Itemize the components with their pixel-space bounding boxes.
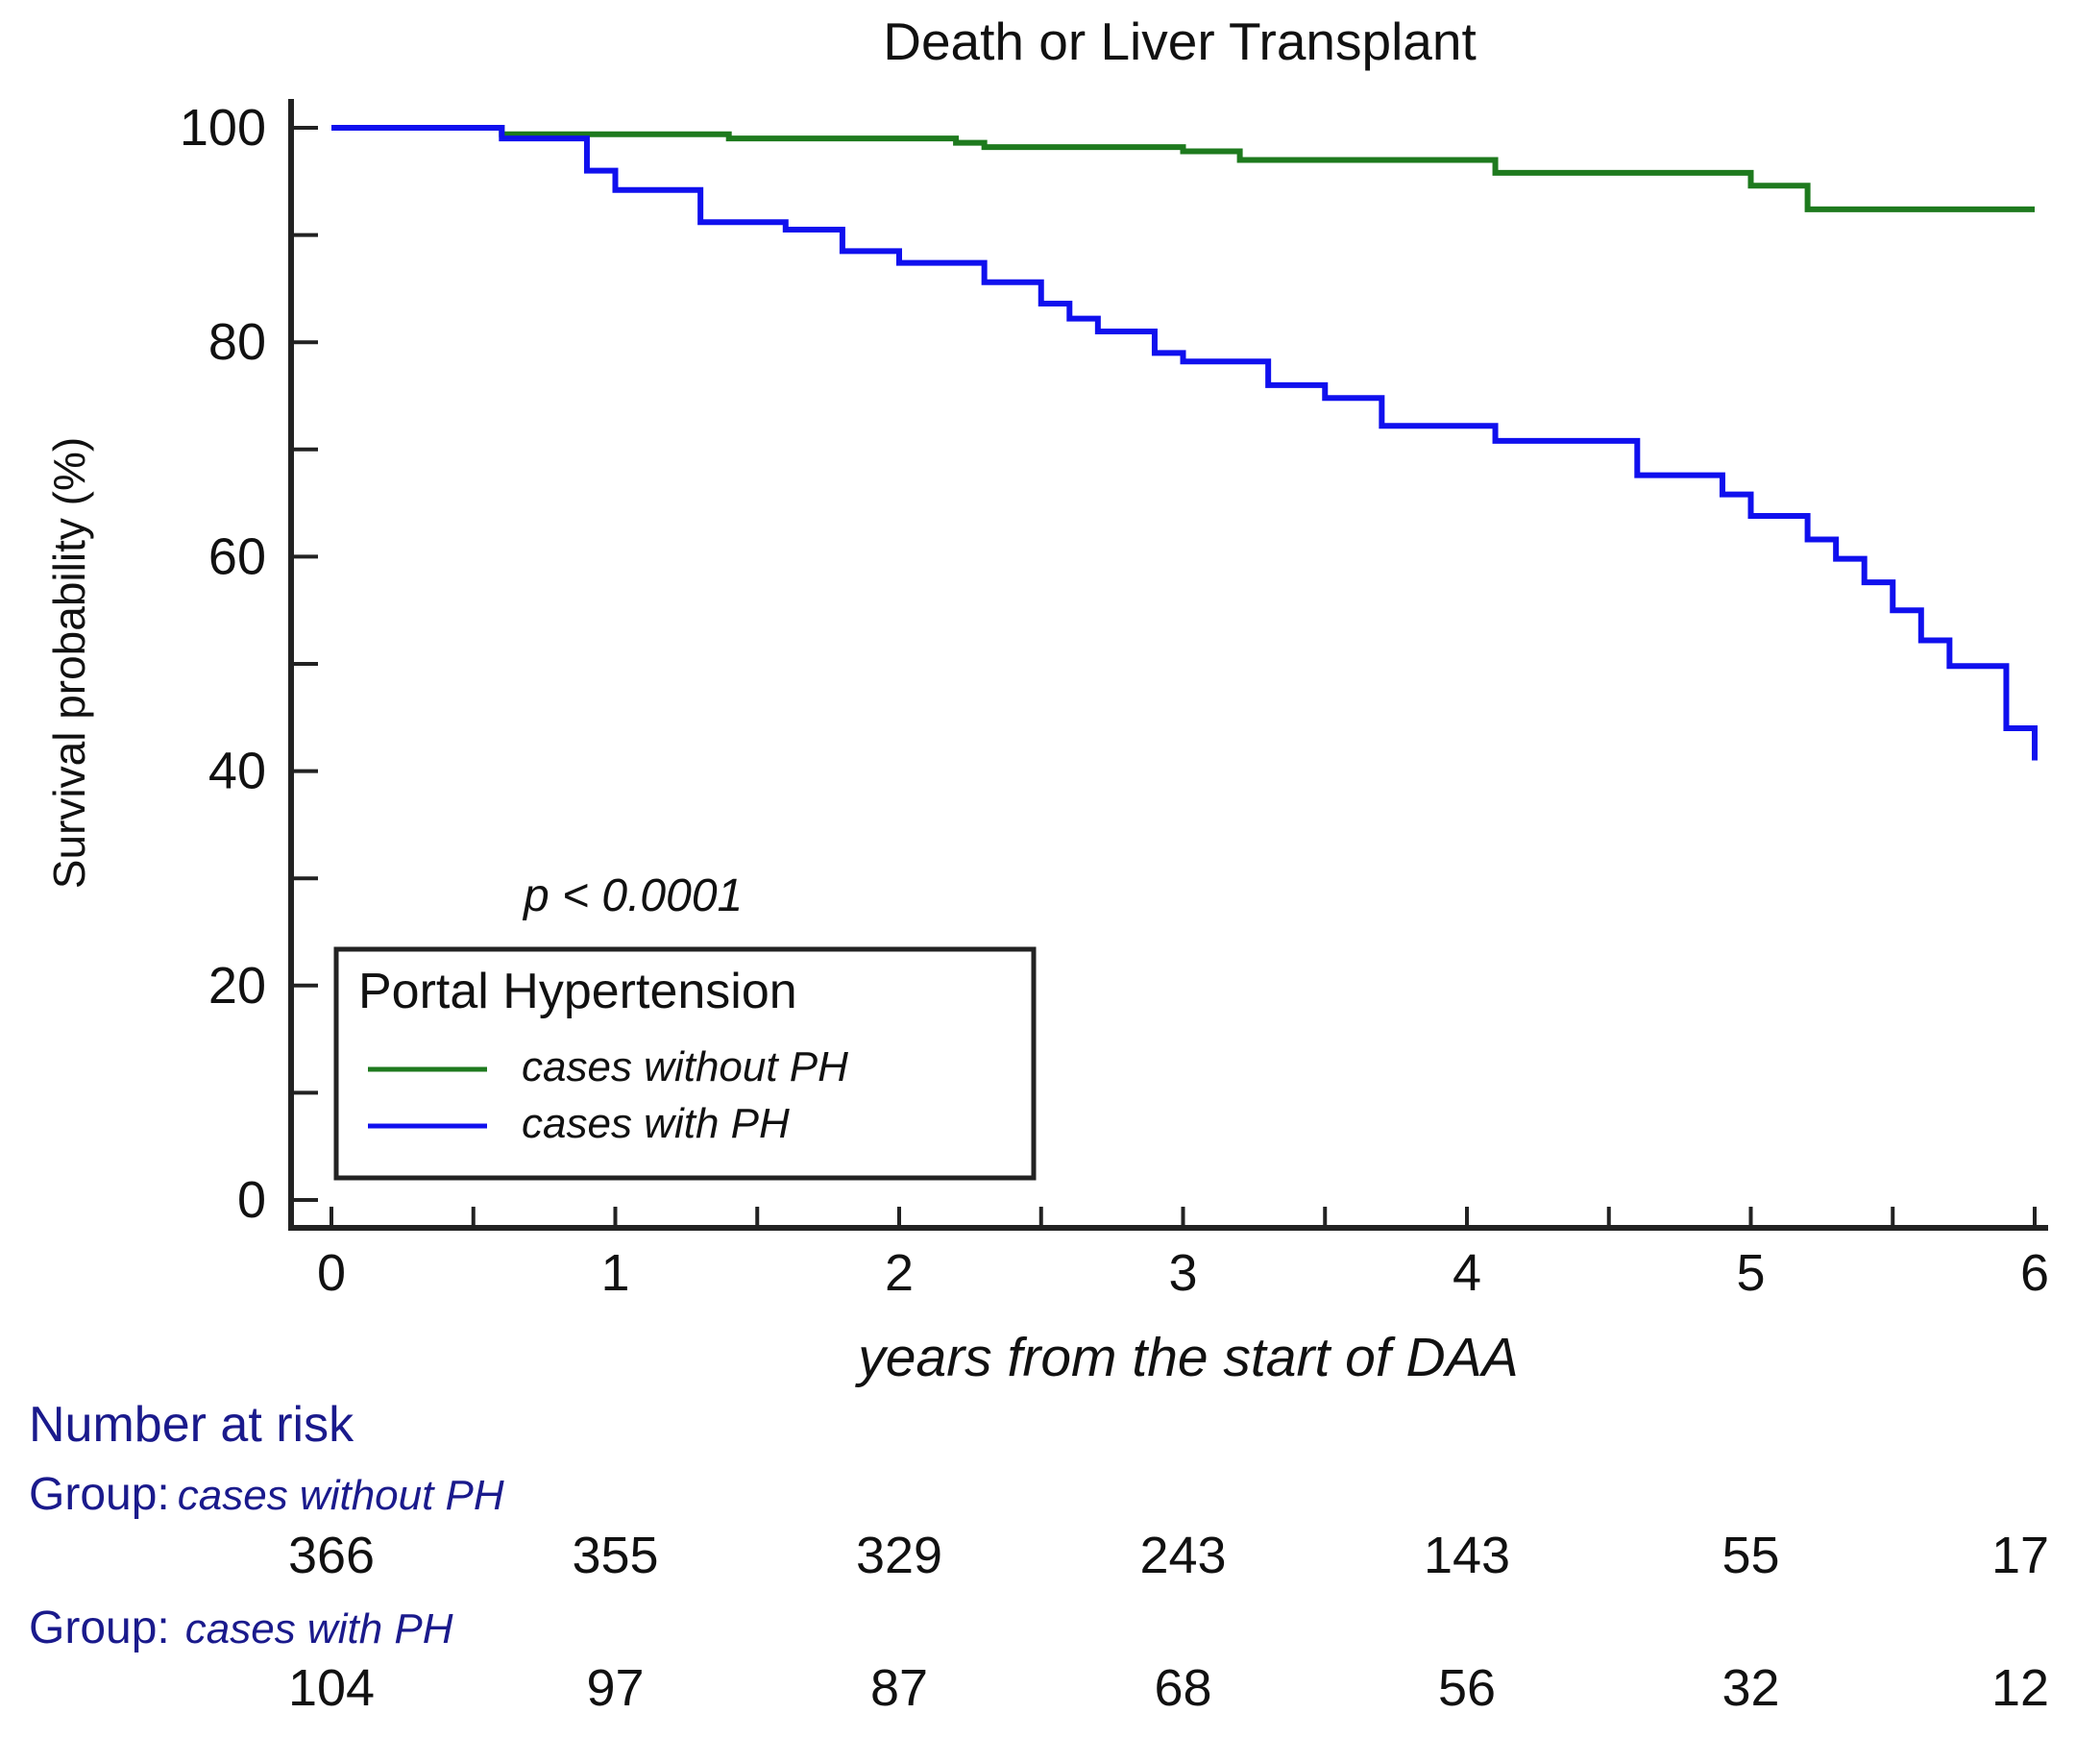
risk-value: 355	[572, 1527, 658, 1584]
risk-value: 17	[1991, 1527, 2049, 1584]
risk-value: 329	[856, 1527, 942, 1584]
risk-value: 87	[870, 1659, 928, 1717]
risk-group-prefix: Group:	[29, 1469, 170, 1520]
x-tick-label: 1	[600, 1244, 629, 1302]
y-tick-label: 100	[180, 99, 266, 157]
y-tick-label: 60	[208, 527, 266, 585]
x-axis-label: years from the start of DAA	[854, 1327, 1518, 1388]
risk-table: Number at risk Group: cases without PH Gr…	[29, 1397, 2049, 1717]
legend-label-without-ph: cases without PH	[522, 1043, 848, 1090]
risk-group-prefix: Group:	[29, 1603, 170, 1653]
risk-group-name: cases with PH	[185, 1605, 453, 1652]
x-tick-label: 5	[1736, 1244, 1765, 1302]
y-tick-label: 20	[208, 957, 266, 1015]
risk-value: 97	[586, 1659, 644, 1717]
risk-table-title: Number at risk	[29, 1397, 354, 1453]
x-tick-label: 0	[317, 1244, 346, 1302]
risk-value: 68	[1154, 1659, 1211, 1717]
chart-title: Death or Liver Transplant	[883, 12, 1477, 71]
y-tick-label: 0	[237, 1171, 266, 1229]
y-tick-label: 40	[208, 743, 266, 800]
y-tick-label: 80	[208, 313, 266, 371]
p-value-annotation: p < 0.0001	[522, 870, 743, 921]
x-tick-label: 4	[1453, 1244, 1481, 1302]
x-axis: 0 1 2 3 4 5 6	[288, 1207, 2049, 1302]
x-tick-label: 2	[885, 1244, 914, 1302]
survival-curve-with-ph	[331, 125, 2038, 761]
risk-value: 143	[1424, 1527, 1510, 1584]
risk-group-label-without-ph: Group: cases without PH	[29, 1469, 504, 1520]
survival-curve-without-ph	[331, 125, 2035, 212]
legend-title: Portal Hypertension	[358, 964, 797, 1019]
survival-curves	[331, 125, 2038, 761]
legend-box	[333, 946, 1037, 1181]
risk-value: 243	[1139, 1527, 1226, 1584]
risk-value: 32	[1722, 1659, 1779, 1717]
legend-label-with-ph: cases with PH	[522, 1100, 790, 1147]
risk-value: 104	[288, 1659, 375, 1717]
risk-value: 55	[1722, 1527, 1779, 1584]
risk-values: 366 355 329 243 143 55 17 104 97 87 68 56 32 12	[288, 1527, 2049, 1717]
x-tick-label: 3	[1168, 1244, 1197, 1302]
x-tick-label: 6	[2020, 1244, 2049, 1302]
legend: Portal Hypertension cases without PH cas…	[333, 946, 1037, 1181]
risk-group-name: cases without PH	[178, 1472, 504, 1519]
risk-value: 56	[1438, 1659, 1496, 1717]
risk-group-label-with-ph: Group: cases with PH	[29, 1603, 453, 1653]
y-axis-label: Survival probability (%)	[44, 437, 94, 889]
y-axis: 0 20 40 60 80 100	[180, 99, 318, 1230]
risk-value: 12	[1991, 1659, 2049, 1717]
risk-value: 366	[288, 1527, 375, 1584]
